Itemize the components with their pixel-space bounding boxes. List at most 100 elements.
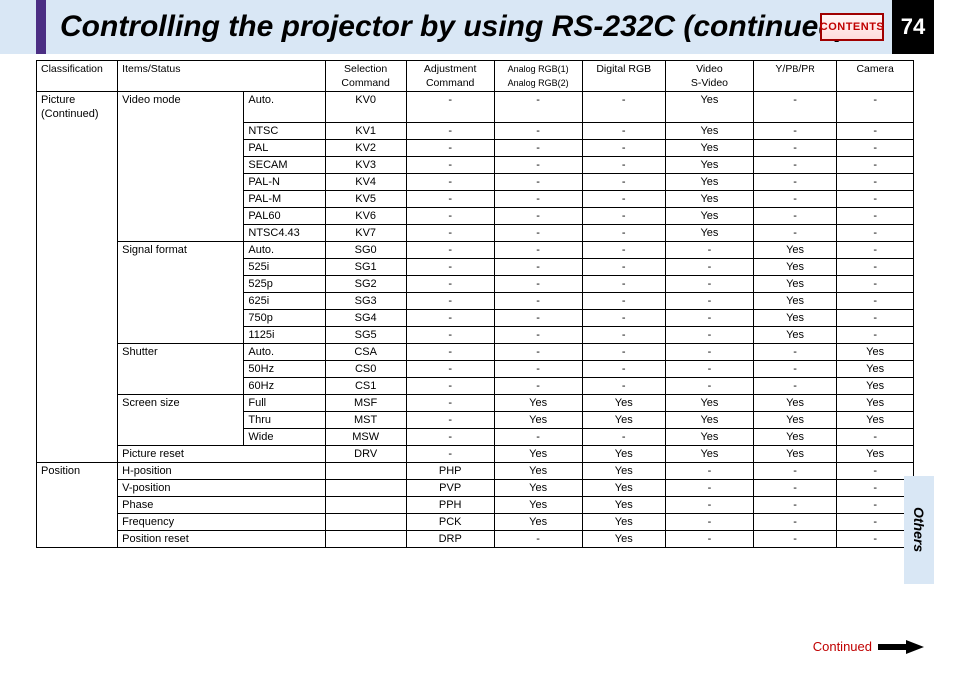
th-selection: SelectionCommand [325, 61, 406, 92]
table-cell [37, 190, 118, 207]
table-cell: - [753, 530, 836, 547]
continued-label: Continued [813, 639, 872, 654]
table-cell: - [837, 207, 914, 224]
th-digital-rgb: Digital RGB [582, 61, 665, 92]
table-cell: Yes [582, 411, 665, 428]
table-cell: - [665, 326, 753, 343]
table-cell: Yes [753, 428, 836, 445]
table-cell: - [406, 343, 494, 360]
table-cell: - [406, 275, 494, 292]
table-cell: - [406, 377, 494, 394]
table-cell: - [406, 326, 494, 343]
table-cell: - [837, 241, 914, 258]
table-cell: - [582, 343, 665, 360]
table-row: ShutterAuto.CSA-----Yes [37, 343, 914, 360]
table-cell: - [494, 224, 582, 241]
table-row: ThruMST-YesYesYesYesYes [37, 411, 914, 428]
table-row: 60HzCS1-----Yes [37, 377, 914, 394]
th-items-status: Items/Status [118, 61, 325, 92]
table-cell: H-position [118, 462, 325, 479]
table-row: Picture resetDRV-YesYesYesYesYes [37, 445, 914, 462]
table-cell: - [837, 292, 914, 309]
table-cell: NTSC4.43 [244, 224, 325, 241]
th-classification: Classification [37, 61, 118, 92]
table-cell: Yes [582, 394, 665, 411]
table-cell: MST [325, 411, 406, 428]
table-cell: Yes [494, 445, 582, 462]
table-row: FrequencyPCKYesYes--- [37, 513, 914, 530]
table-cell: - [494, 292, 582, 309]
table-cell: - [494, 530, 582, 547]
table-cell: SG0 [325, 241, 406, 258]
table-cell: - [837, 309, 914, 326]
table-cell: Yes [494, 394, 582, 411]
table-cell: - [753, 139, 836, 156]
contents-button[interactable]: CONTENTS [820, 13, 884, 41]
table-cell: Yes [753, 292, 836, 309]
table-cell: KV0 [325, 92, 406, 123]
table-cell: Yes [665, 156, 753, 173]
table-cell: - [406, 92, 494, 123]
table-cell [118, 326, 244, 343]
table-cell: - [837, 496, 914, 513]
table-cell: PPH [406, 496, 494, 513]
table-cell: Yes [582, 445, 665, 462]
page-number: 74 [892, 0, 934, 54]
header-spacer [934, 0, 954, 54]
table-cell [37, 258, 118, 275]
table-cell: - [494, 156, 582, 173]
table-cell [37, 292, 118, 309]
table-cell: Yes [582, 462, 665, 479]
th-camera: Camera [837, 61, 914, 92]
table-cell: - [494, 326, 582, 343]
table-cell: - [406, 360, 494, 377]
table-cell: - [665, 530, 753, 547]
table-cell: - [582, 173, 665, 190]
table-cell [37, 309, 118, 326]
table-cell: - [837, 428, 914, 445]
table-row: 1125iSG5----Yes- [37, 326, 914, 343]
table-cell: KV3 [325, 156, 406, 173]
table-cell: Screen size [118, 394, 244, 411]
table-row: V-positionPVPYesYes--- [37, 479, 914, 496]
header-right: CONTENTS 74 [820, 0, 954, 54]
table-cell: - [665, 292, 753, 309]
table-cell: SG5 [325, 326, 406, 343]
table-cell: - [753, 156, 836, 173]
table-cell: - [753, 377, 836, 394]
table-cell: - [494, 122, 582, 139]
table-cell: KV4 [325, 173, 406, 190]
table-cell [325, 530, 406, 547]
table-row: PAL-NKV4---Yes-- [37, 173, 914, 190]
table-cell: - [582, 360, 665, 377]
table-cell: PCK [406, 513, 494, 530]
table-cell: Phase [118, 496, 325, 513]
table-cell: - [665, 479, 753, 496]
table-cell: PAL-N [244, 173, 325, 190]
table-cell: - [665, 343, 753, 360]
table-cell [118, 122, 244, 139]
table-cell: - [753, 122, 836, 139]
table-cell [325, 462, 406, 479]
table-cell: - [837, 92, 914, 123]
table-cell: Yes [753, 275, 836, 292]
table-cell [118, 139, 244, 156]
table-cell: PVP [406, 479, 494, 496]
table-cell: - [837, 326, 914, 343]
table-cell: - [753, 360, 836, 377]
table-cell [37, 156, 118, 173]
header-stripe [36, 0, 46, 54]
table-cell: Yes [753, 326, 836, 343]
table-row: PALKV2---Yes-- [37, 139, 914, 156]
table-cell [325, 479, 406, 496]
table-cell: Auto. [244, 92, 325, 123]
table-cell: Yes [494, 513, 582, 530]
table-cell [37, 513, 118, 530]
table-cell: Wide [244, 428, 325, 445]
table-cell: - [582, 258, 665, 275]
table-cell: 50Hz [244, 360, 325, 377]
table-cell [37, 411, 118, 428]
command-table: Classification Items/Status SelectionCom… [36, 60, 914, 548]
table-cell: - [837, 530, 914, 547]
table-cell [37, 479, 118, 496]
